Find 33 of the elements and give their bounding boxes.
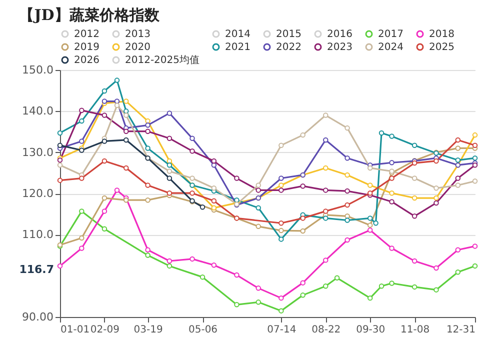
legend-label: 2019 xyxy=(74,42,100,53)
legend-label: 2025 xyxy=(429,42,454,53)
legend-label: 2018 xyxy=(429,29,454,40)
x-tick-label: 07-14 xyxy=(267,324,296,336)
legend-label: 2022 xyxy=(276,42,302,53)
y-tick-label: 90.00 xyxy=(22,310,54,324)
y-tick-label: 150.0 xyxy=(22,64,54,76)
legend-label: 2014 xyxy=(225,29,250,40)
x-tick-label: 12-31 xyxy=(446,324,476,336)
legend-label: 2012 xyxy=(74,29,100,40)
y-tick-label: 130.0 xyxy=(22,146,54,159)
x-tick-label: 08-22 xyxy=(312,324,341,336)
legend-label: 2013 xyxy=(125,29,150,40)
legend-label: 2026 xyxy=(74,55,100,66)
x-tick-label: 09-30 xyxy=(356,324,386,336)
y-tick-label: 120.0 xyxy=(22,187,54,200)
legend-label: 2020 xyxy=(125,42,150,53)
legend-label: 2015 xyxy=(276,29,302,40)
legend-label: 2021 xyxy=(225,42,250,53)
legend-label: 2016 xyxy=(327,29,352,40)
x-tick-label: 05-06 xyxy=(188,324,218,336)
chart-title: 【JD】蔬菜价格指数 xyxy=(19,6,160,24)
y-tick-label: 110.0 xyxy=(22,228,54,242)
x-tick-label: 11-08 xyxy=(400,324,430,336)
legend-label: 2024 xyxy=(378,42,404,53)
x-tick-label: 03-19 xyxy=(134,324,163,336)
legend-label: 2017 xyxy=(378,29,404,40)
legend-label: 2012-2025均值 xyxy=(125,54,200,66)
text: 116.7 xyxy=(19,263,54,276)
x-tick-label: 02-09 xyxy=(90,324,120,336)
x-tick-label: 01-01 xyxy=(60,324,90,336)
legend-label: 2023 xyxy=(327,42,352,53)
y-tick-label: 140.0 xyxy=(22,104,54,118)
